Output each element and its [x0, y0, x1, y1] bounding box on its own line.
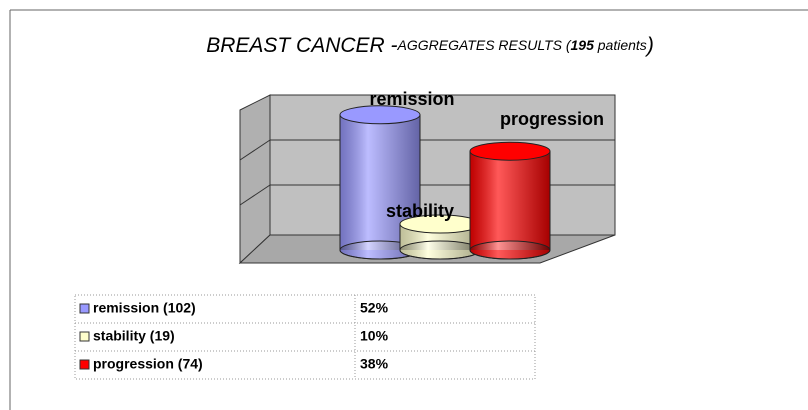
table: remission (102) 52% stability (19) 10% progr…: [75, 300, 535, 372]
bar: [469, 141, 551, 260]
bar-label: progression: [500, 109, 604, 129]
title-part: patients: [594, 37, 647, 53]
bar-label: stability: [386, 201, 454, 221]
value-label: 10%: [360, 328, 389, 344]
bar: [399, 214, 481, 260]
legend-swatch: [79, 303, 90, 314]
bar-bottom-shade: [399, 240, 481, 260]
side-wall: [239, 94, 271, 265]
legend-label: progression (74): [93, 356, 203, 372]
title-part: ): [644, 34, 654, 57]
bar-bottom-shade: [469, 240, 551, 260]
value-label: 52%: [360, 300, 389, 316]
legend-label: remission (102): [93, 300, 196, 316]
grid-line: [239, 139, 271, 161]
table-border: [74, 294, 536, 380]
grid: [239, 139, 615, 206]
chart-title: BREAST CANCER -AGGREGATES RESULTS (195 p…: [206, 34, 654, 57]
legend-swatch: [79, 331, 90, 342]
value-label: 38%: [360, 356, 389, 372]
bar-top: [339, 105, 421, 125]
legend-swatch: [79, 359, 90, 370]
bar-label: remission: [369, 89, 454, 109]
title-part: AGGREGATES RESULTS (: [397, 37, 572, 53]
grid-line: [239, 184, 271, 206]
legend-label: stability (19): [93, 328, 175, 344]
title-part: BREAST CANCER -: [206, 34, 397, 57]
title-part: 195: [571, 37, 595, 53]
bar-shade: [470, 151, 550, 250]
bar-top: [469, 141, 551, 161]
bars: remission stability progression: [339, 89, 604, 260]
